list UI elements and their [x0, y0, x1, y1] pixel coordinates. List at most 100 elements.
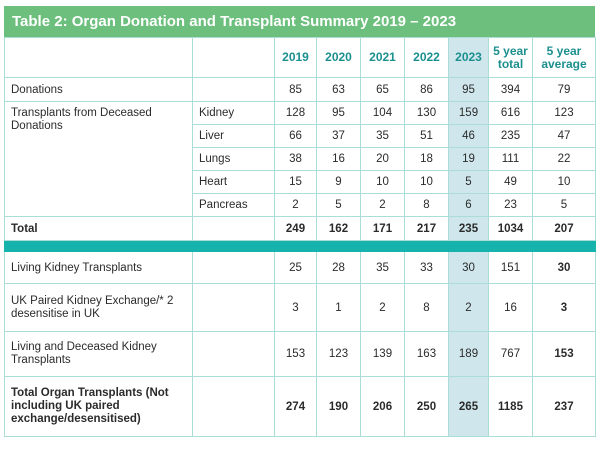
value-cell: 265: [448, 376, 489, 437]
value-cell: 63: [316, 77, 361, 102]
table-row: Living and Deceased Kidney Transplants 15…: [4, 331, 596, 377]
value-cell: 767: [488, 331, 533, 377]
value-cell: 153: [274, 331, 317, 377]
value-cell: 235: [448, 216, 489, 241]
separator-bar: [4, 240, 596, 252]
blank-cell: [192, 216, 275, 241]
value-cell: 86: [404, 77, 449, 102]
value-cell: 123: [316, 331, 361, 377]
value-cell: 123: [532, 101, 596, 125]
table-title: Table 2: Organ Donation and Transplant S…: [4, 6, 595, 37]
summary-table: 2019 2020 2021 2022 2023 5 year total 5 …: [4, 37, 596, 437]
organ-label: Kidney: [192, 101, 275, 125]
value-cell: 616: [488, 101, 533, 125]
row-label: Donations: [4, 77, 193, 102]
table-row: Total Organ Transplants (Not including U…: [4, 376, 596, 437]
header-row: 2019 2020 2021 2022 2023 5 year total 5 …: [4, 37, 596, 78]
value-cell: 2: [448, 283, 489, 332]
value-cell: 5: [532, 193, 596, 217]
value-cell: 1: [316, 283, 361, 332]
value-cell: 10: [532, 170, 596, 194]
header-2021: 2021: [360, 37, 405, 78]
header-2020: 2020: [316, 37, 361, 78]
section-separator: [4, 240, 596, 252]
value-cell: 51: [404, 124, 449, 148]
value-cell: 249: [274, 216, 317, 241]
value-cell: 189: [448, 331, 489, 377]
value-cell: 3: [532, 283, 596, 332]
table-body: 2019 2020 2021 2022 2023 5 year total 5 …: [4, 37, 596, 437]
value-cell: 22: [532, 147, 596, 171]
value-cell: 16: [316, 147, 361, 171]
table-row: Living Kidney Transplants 25 28 35 33 30 151 30: [4, 251, 596, 284]
blank-cell: [192, 331, 275, 377]
blank-cell: [192, 251, 275, 284]
organ-label: Lungs: [192, 147, 275, 171]
value-cell: 2: [274, 193, 317, 217]
blank-cell: [192, 77, 275, 102]
table-row: Donations 85 63 65 86 95 394 79: [4, 77, 596, 102]
value-cell: 37: [316, 124, 361, 148]
table-row: Heart 15 9 10 10 5 49 10: [5, 170, 596, 194]
table-row: Total 249 162 171 217 235 1034 207: [4, 216, 596, 241]
value-cell: 1185: [488, 376, 533, 437]
header-blank: [192, 37, 275, 78]
header-5-year-total: 5 year total: [488, 37, 533, 78]
value-cell: 30: [448, 251, 489, 284]
value-cell: 9: [316, 170, 361, 194]
row-label: Living Kidney Transplants: [4, 251, 193, 284]
table-row: Transplants from Deceased Donations Kidne…: [4, 101, 596, 217]
value-cell: 20: [360, 147, 405, 171]
value-cell: 19: [448, 147, 489, 171]
value-cell: 35: [360, 124, 405, 148]
header-5-year-average: 5 year average: [532, 37, 596, 78]
value-cell: 162: [316, 216, 361, 241]
value-cell: 250: [404, 376, 449, 437]
value-cell: 33: [404, 251, 449, 284]
table-row: UK Paired Kidney Exchange/* 2 desensitis…: [4, 283, 596, 332]
value-cell: 85: [274, 77, 317, 102]
row-label: Total: [4, 216, 193, 241]
value-cell: 2: [360, 283, 405, 332]
value-cell: 8: [404, 283, 449, 332]
row-label: Transplants from Deceased Donations: [4, 101, 193, 217]
header-2019: 2019: [274, 37, 317, 78]
organ-label: Pancreas: [192, 193, 275, 217]
value-cell: 139: [360, 331, 405, 377]
value-cell: 163: [404, 331, 449, 377]
value-cell: 153: [532, 331, 596, 377]
value-cell: 15: [274, 170, 317, 194]
value-cell: 30: [532, 251, 596, 284]
row-label: Total Organ Transplants (Not including U…: [4, 376, 193, 437]
table-row: Pancreas 2 5 2 8 6 23 5: [5, 193, 596, 217]
value-cell: 111: [488, 147, 533, 171]
value-cell: 394: [488, 77, 533, 102]
value-cell: 3: [274, 283, 317, 332]
value-cell: 130: [404, 101, 449, 125]
value-cell: 18: [404, 147, 449, 171]
value-cell: 104: [360, 101, 405, 125]
value-cell: 10: [360, 170, 405, 194]
value-cell: 65: [360, 77, 405, 102]
value-cell: 49: [488, 170, 533, 194]
summary-table-panel: Table 2: Organ Donation and Transplant S…: [4, 6, 596, 437]
value-cell: 95: [448, 77, 489, 102]
organ-label: Liver: [192, 124, 275, 148]
value-cell: 47: [532, 124, 596, 148]
value-cell: 217: [404, 216, 449, 241]
value-cell: 128: [274, 101, 317, 125]
value-cell: 28: [316, 251, 361, 284]
row-label: UK Paired Kidney Exchange/* 2 desensitis…: [4, 283, 193, 332]
row-label: Living and Deceased Kidney Transplants: [4, 331, 193, 377]
value-cell: 207: [532, 216, 596, 241]
value-cell: 5: [316, 193, 361, 217]
value-cell: 235: [488, 124, 533, 148]
value-cell: 2: [360, 193, 405, 217]
value-cell: 79: [532, 77, 596, 102]
blank-cell: [192, 376, 275, 437]
value-cell: 274: [274, 376, 317, 437]
value-cell: 6: [448, 193, 489, 217]
value-cell: 35: [360, 251, 405, 284]
blank-cell: [192, 283, 275, 332]
value-cell: 38: [274, 147, 317, 171]
